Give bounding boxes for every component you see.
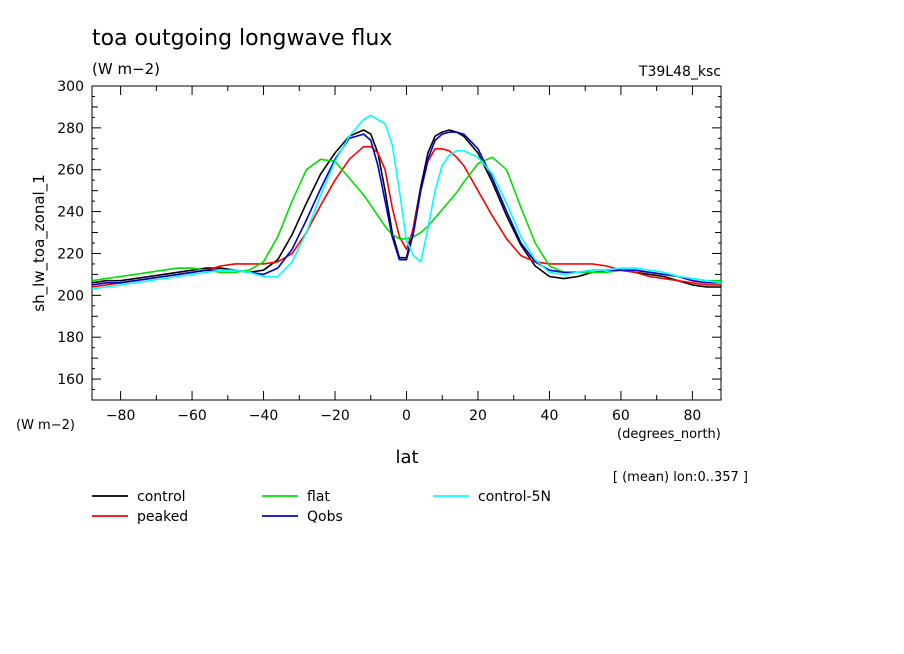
- experiment-label: T39L48_ksc: [638, 64, 721, 80]
- y-tick-label: 260: [57, 163, 84, 179]
- x-axis-label: lat: [395, 447, 418, 468]
- y-axis-label: sh_lw_toa_zonal_1: [30, 174, 49, 311]
- y-tick-label: 160: [57, 372, 84, 388]
- y-tick-label: 240: [57, 205, 84, 221]
- y-units-label: (W m−2): [16, 418, 75, 433]
- x-tick-label: −60: [177, 408, 207, 424]
- y-tick-label: 200: [57, 288, 84, 304]
- legend-label: control-5N: [478, 489, 551, 505]
- legend-label: flat: [307, 489, 330, 505]
- legend-label: Qobs: [307, 509, 343, 525]
- series-lines: [92, 114, 721, 290]
- x-tick-label: 40: [541, 408, 559, 424]
- x-tick-label: −80: [106, 408, 136, 424]
- chart-title: toa outgoing longwave flux: [92, 26, 392, 51]
- series-line-control-5n: [92, 114, 721, 290]
- x-tick-label: 20: [469, 408, 487, 424]
- x-tick-label: −20: [320, 408, 350, 424]
- x-tick-label: 60: [612, 408, 630, 424]
- y-tick-label: 180: [57, 330, 84, 346]
- x-tick-label: 80: [683, 408, 701, 424]
- series-line-qobs: [92, 131, 721, 286]
- x-units-label: (degrees_north): [617, 427, 721, 442]
- x-tick-label: 0: [402, 408, 411, 424]
- series-line-flat: [92, 156, 721, 282]
- y-tick-label: 300: [57, 79, 84, 95]
- legend-label: peaked: [137, 509, 188, 525]
- footnote: [ (mean) lon:0..357 ]: [613, 470, 748, 485]
- y-tick-label: 220: [57, 246, 84, 262]
- y-tick-label: 280: [57, 121, 84, 137]
- legend: control flat control-5N peaked Qobs: [92, 489, 551, 525]
- plot-frame: [91, 85, 722, 401]
- legend-label: control: [137, 489, 186, 505]
- series-line-peaked: [92, 145, 721, 288]
- chart-subtitle: (W m−2): [92, 60, 160, 78]
- axis-ticks: −80 −60 −40 −20 0 20 40 60 80 160 180 200 220 240 260 2…: [57, 79, 721, 424]
- x-tick-label: −40: [249, 408, 279, 424]
- series-line-control: [92, 129, 721, 288]
